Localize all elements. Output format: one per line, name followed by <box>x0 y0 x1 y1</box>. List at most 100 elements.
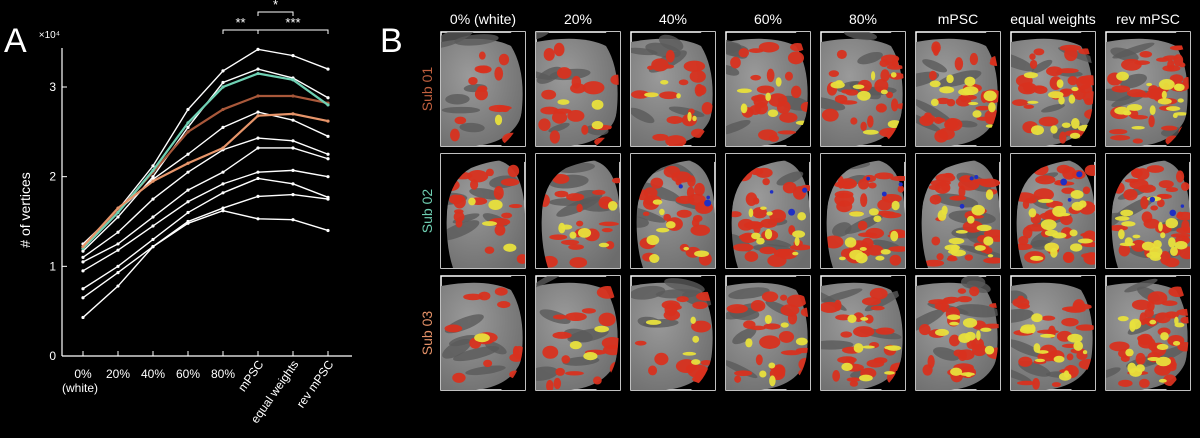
data-point <box>151 215 155 219</box>
x-tick-label: 20% <box>106 367 130 381</box>
x-tick-label: 60% <box>176 367 200 381</box>
data-point <box>151 237 155 242</box>
brain-map-cell <box>820 31 906 147</box>
brain-map-cell <box>915 153 1001 269</box>
series-line <box>82 147 329 263</box>
data-point <box>256 176 260 181</box>
data-point <box>256 114 260 118</box>
brain-surface <box>536 276 620 390</box>
series-line <box>82 112 329 248</box>
row-label: Sub 02 <box>419 189 435 234</box>
data-point <box>186 161 190 165</box>
data-point <box>221 85 225 89</box>
column-title: 20% <box>564 11 592 27</box>
data-point <box>256 94 260 98</box>
data-point <box>291 94 295 98</box>
brain-map-cell <box>440 31 526 147</box>
brain-surface <box>916 154 1000 268</box>
column-title: 0% (white) <box>450 11 516 27</box>
data-point <box>116 271 120 275</box>
brain-map-cell <box>1105 153 1191 269</box>
brain-surface <box>441 276 525 390</box>
series-line <box>82 193 329 299</box>
y-tick-label: 3 <box>49 80 56 94</box>
column-titles: 0% (white) 20% 40% 60% 80% mPSC equal weights r… <box>450 11 1180 27</box>
brain-map-cell <box>915 275 1001 391</box>
data-point <box>291 182 295 186</box>
data-point <box>151 179 155 183</box>
data-point <box>81 245 85 249</box>
panel-b-letter: B <box>380 22 403 60</box>
series-lines <box>81 47 330 320</box>
panel-a-letter: A <box>4 22 27 60</box>
data-point <box>81 287 85 291</box>
data-point <box>81 296 85 300</box>
brain-map-grid <box>440 31 1191 391</box>
y-ticks: 0 1 2 3 <box>49 80 67 363</box>
data-point <box>326 67 330 71</box>
brain-map-cell <box>535 31 621 147</box>
series-line <box>82 177 329 290</box>
brain-surface <box>1106 154 1190 268</box>
brain-map-cell <box>630 153 716 269</box>
brain-surface <box>821 154 905 268</box>
brain-surface <box>1011 276 1095 390</box>
brain-surface <box>441 32 525 146</box>
brain-surface <box>1106 32 1190 146</box>
data-point <box>326 197 330 201</box>
data-point <box>116 242 120 246</box>
significance-label: *** <box>285 15 300 30</box>
brain-surface <box>536 154 620 268</box>
column-title: 60% <box>754 11 782 27</box>
data-point <box>186 130 190 134</box>
significance-label: * <box>273 0 278 12</box>
data-point <box>221 191 225 195</box>
brain-surface <box>1011 154 1095 268</box>
data-point <box>186 125 190 129</box>
data-point <box>151 164 155 168</box>
brain-surface <box>631 154 715 268</box>
series-line <box>82 111 329 245</box>
series-line <box>82 169 329 272</box>
brain-surface <box>821 32 905 146</box>
row-label: Sub 01 <box>419 67 435 112</box>
brain-map-cell <box>725 275 811 391</box>
data-point <box>291 218 295 222</box>
data-point <box>256 71 260 76</box>
x-tick-sublabel: (white) <box>62 381 98 395</box>
data-point <box>151 168 155 172</box>
brain-surface <box>726 32 810 146</box>
brain-map-cell <box>630 31 716 147</box>
column-title: 40% <box>659 11 687 27</box>
brain-map-cell <box>630 275 716 391</box>
brain-surface <box>631 32 715 146</box>
significance-bracket <box>222 29 259 34</box>
brain-surface <box>1011 32 1095 146</box>
brain-map-cell <box>535 153 621 269</box>
data-point <box>221 206 225 210</box>
brain-surface <box>726 154 810 268</box>
brain-surface <box>821 276 905 390</box>
data-point <box>221 125 225 129</box>
data-point <box>116 264 120 268</box>
data-point <box>186 152 190 156</box>
x-tick-label: mPSC <box>235 357 267 394</box>
brain-surface <box>536 32 620 146</box>
brain-map-cell <box>440 275 526 391</box>
data-point <box>221 69 225 73</box>
brain-surface <box>916 32 1000 146</box>
brain-map-cell <box>1105 275 1191 391</box>
data-point <box>256 136 260 140</box>
row-labels: Sub 01 Sub 02 Sub 03 <box>419 67 435 356</box>
data-point <box>256 47 260 51</box>
brain-map-cell <box>1010 275 1096 391</box>
brain-surface <box>916 276 1000 390</box>
brain-map-cell <box>725 153 811 269</box>
data-point <box>256 194 260 198</box>
data-point <box>291 168 295 172</box>
data-point <box>186 170 190 174</box>
series-line <box>82 137 329 258</box>
data-point <box>326 152 330 156</box>
data-point <box>326 134 330 138</box>
